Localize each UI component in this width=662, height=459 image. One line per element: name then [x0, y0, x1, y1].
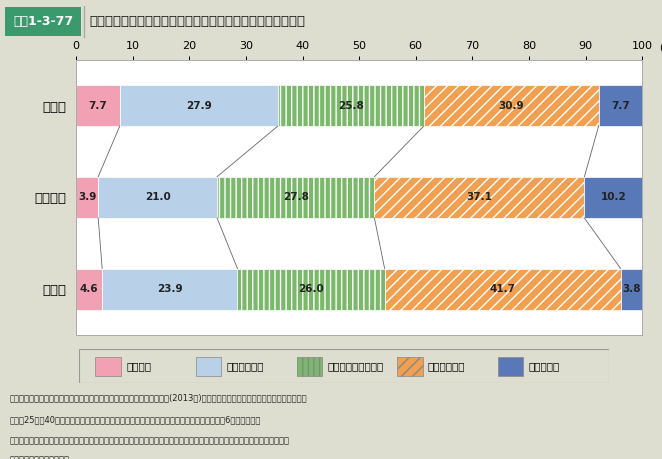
Bar: [5, 7, 81, 36]
Text: 21.0: 21.0: [145, 192, 171, 202]
Text: 7.7: 7.7: [611, 101, 630, 111]
Bar: [76, 177, 98, 218]
Text: あまりそう思わない: あまりそう思わない: [327, 361, 383, 371]
Bar: [585, 177, 642, 218]
Bar: [385, 269, 621, 310]
Text: 資料：内阁府「少子化と夫婦の就労状況・生活環境に関する意識調査」(2013年)より厘生労働省政策統括官付政策評価官室作成: 資料：内阁府「少子化と夫婦の就労状況・生活環境に関する意識調査」(2013年)よ…: [10, 393, 308, 403]
Text: そう思わない: そう思わない: [428, 361, 465, 371]
Bar: [598, 85, 642, 126]
Text: わからない: わからない: [528, 361, 560, 371]
Bar: [98, 177, 217, 218]
Text: 37.1: 37.1: [467, 192, 493, 202]
Text: 27.9: 27.9: [186, 101, 212, 111]
Bar: [95, 357, 120, 375]
Text: 41.7: 41.7: [490, 284, 516, 294]
Text: 10.2: 10.2: [600, 192, 626, 202]
Bar: [297, 357, 322, 375]
Bar: [238, 269, 385, 310]
Bar: [217, 177, 375, 218]
Bar: [120, 85, 277, 126]
Text: 23.9: 23.9: [157, 284, 183, 294]
Text: 27.8: 27.8: [283, 192, 308, 202]
Bar: [76, 269, 102, 310]
Bar: [397, 357, 422, 375]
Text: 図表1-3-77: 図表1-3-77: [13, 15, 73, 28]
Text: まあそう思う: まあそう思う: [226, 361, 264, 371]
Bar: [424, 85, 598, 126]
Text: 質問に対する回答。: 質問に対する回答。: [10, 455, 70, 459]
Bar: [76, 85, 120, 126]
Text: 7.7: 7.7: [89, 101, 107, 111]
Text: 夫の職場の両立環境についての妻の評価（妻の就業形態別）: 夫の職場の両立環境についての妻の評価（妻の就業形態別）: [89, 15, 305, 28]
Bar: [498, 357, 523, 375]
Text: （注）「子どもが急に病気になったとき、配偶者の職場は、子育てと仕事が両立しやすい環境が整っていると思うか」という: （注）「子どもが急に病気になったとき、配偶者の職場は、子育てと仕事が両立しやすい…: [10, 436, 290, 445]
Bar: [277, 85, 424, 126]
Bar: [375, 177, 585, 218]
Text: 対象：25歳以40歳未満の既婚女性（事実婚を含む。子どもがいる人については、末子年齢が6歳未満まで）: 対象：25歳以40歳未満の既婚女性（事実婚を含む。子どもがいる人については、末子…: [10, 415, 261, 424]
Text: (%): (%): [659, 42, 662, 52]
Text: 3.9: 3.9: [78, 192, 97, 202]
Text: 3.8: 3.8: [622, 284, 641, 294]
Text: 4.6: 4.6: [80, 284, 99, 294]
Bar: [102, 269, 238, 310]
Text: 26.0: 26.0: [298, 284, 324, 294]
Text: 30.9: 30.9: [498, 101, 524, 111]
Bar: [196, 357, 221, 375]
Text: そう思う: そう思う: [126, 361, 151, 371]
Text: 25.8: 25.8: [338, 101, 363, 111]
Bar: [621, 269, 642, 310]
